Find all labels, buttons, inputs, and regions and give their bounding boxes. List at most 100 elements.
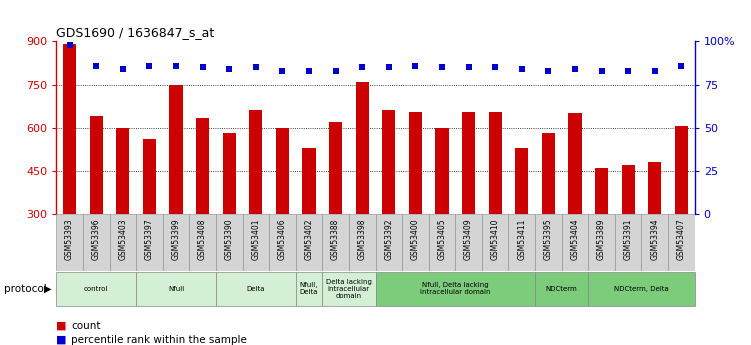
Bar [216,214,243,271]
Text: GSM53410: GSM53410 [490,218,499,260]
Bar [296,214,322,271]
Bar [196,118,210,214]
Text: percentile rank within the sample: percentile rank within the sample [71,335,247,345]
Point [356,65,368,70]
Bar [535,214,562,271]
Bar [56,272,136,306]
Bar [641,214,668,271]
Bar [296,272,322,306]
Bar [276,128,289,214]
Point [409,63,421,68]
Text: GSM53392: GSM53392 [385,218,394,260]
Bar [376,214,402,271]
Bar [110,214,136,271]
Bar [243,214,269,271]
Text: NDCterm, Delta: NDCterm, Delta [614,286,669,292]
Point [250,65,262,70]
Point [330,68,342,73]
Bar [541,134,555,214]
Point [117,66,129,72]
Bar [170,85,182,214]
Text: GSM53411: GSM53411 [517,218,526,260]
Point [223,66,235,72]
Bar [382,110,396,214]
Text: GSM53395: GSM53395 [544,218,553,260]
Point [64,42,76,48]
Bar [56,214,83,271]
Text: GSM53391: GSM53391 [623,218,632,260]
Bar [136,272,216,306]
Bar [303,148,315,214]
Point [489,65,501,70]
Point [463,65,475,70]
Bar [569,113,581,214]
Text: GSM53398: GSM53398 [357,218,366,260]
Text: GDS1690 / 1636847_s_at: GDS1690 / 1636847_s_at [56,26,215,39]
Text: NDCterm: NDCterm [546,286,578,292]
Bar [136,214,163,271]
Bar [668,214,695,271]
Text: GSM53408: GSM53408 [198,218,207,260]
Text: control: control [84,286,108,292]
Bar [402,214,429,271]
Bar [508,214,535,271]
Bar [329,122,342,214]
Text: GSM53396: GSM53396 [92,218,101,260]
Text: GSM53394: GSM53394 [650,218,659,260]
Point [649,68,661,73]
Bar [63,44,77,214]
Point [143,63,155,68]
Bar [588,272,695,306]
Text: GSM53393: GSM53393 [65,218,74,260]
Text: GSM53407: GSM53407 [677,218,686,260]
Bar [269,214,296,271]
Bar [216,272,296,306]
Bar [436,128,448,214]
Text: protocol: protocol [4,284,47,294]
Bar [163,214,189,271]
Bar [322,214,349,271]
Point [90,63,102,68]
Text: GSM53397: GSM53397 [145,218,154,260]
Bar [595,168,608,214]
Bar [429,214,455,271]
Text: GSM53404: GSM53404 [571,218,580,260]
Bar [83,214,110,271]
Bar [482,214,508,271]
Text: GSM53388: GSM53388 [331,218,340,260]
Point [303,68,315,73]
Text: GSM53399: GSM53399 [171,218,180,260]
Text: Nfull: Nfull [168,286,184,292]
Bar [462,112,475,214]
Text: GSM53400: GSM53400 [411,218,420,260]
Text: GSM53409: GSM53409 [464,218,473,260]
Text: Nfull,
Delta: Nfull, Delta [300,283,318,295]
Point [516,66,528,72]
Point [383,65,395,70]
Bar [588,214,615,271]
Bar [89,116,103,214]
Text: ■: ■ [56,335,67,345]
Bar [249,110,262,214]
Bar [116,128,129,214]
Point [675,63,687,68]
Text: GSM53406: GSM53406 [278,218,287,260]
Text: GSM53401: GSM53401 [252,218,261,260]
Bar [409,112,422,214]
Point [596,68,608,73]
Bar [615,214,641,271]
Point [542,68,554,73]
Text: GSM53405: GSM53405 [438,218,447,260]
Bar [322,272,376,306]
Bar [562,214,588,271]
Point [197,65,209,70]
Bar [489,112,502,214]
Point [276,68,288,73]
Text: GSM53390: GSM53390 [225,218,234,260]
Bar [455,214,482,271]
Text: Nfull, Delta lacking
intracellular domain: Nfull, Delta lacking intracellular domai… [420,283,490,295]
Text: ■: ■ [56,321,67,331]
Point [170,63,182,68]
Bar [648,162,662,214]
Bar [349,214,376,271]
